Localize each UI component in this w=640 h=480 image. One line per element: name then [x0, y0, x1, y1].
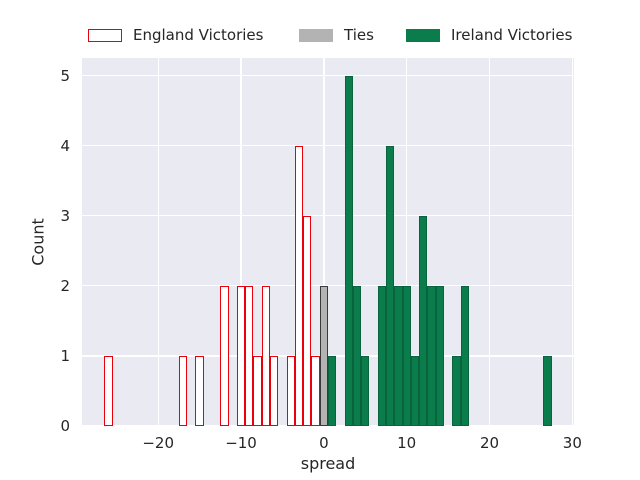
y-tick-label: 5: [60, 66, 70, 85]
x-tick-label: −10: [225, 434, 257, 452]
histogram-bar-england: [178, 355, 188, 426]
y-axis-label: Count: [28, 218, 48, 266]
legend-label-ties: Ties: [344, 26, 374, 44]
gridline-vertical: [571, 58, 573, 426]
histogram-bar-ireland: [394, 285, 403, 426]
histogram-bar-england: [311, 355, 320, 426]
histogram-bar-england: [104, 355, 113, 426]
histogram-bar-ireland: [361, 355, 370, 426]
gridline-horizontal: [82, 74, 574, 77]
histogram-bar-ireland: [377, 285, 386, 426]
histogram-bar-england: [303, 215, 312, 426]
ties-swatch: [299, 29, 333, 42]
gridline-vertical: [406, 58, 408, 426]
histogram-bar-england: [245, 285, 254, 426]
plot-area: [82, 58, 574, 426]
histogram-bar-ireland: [402, 285, 411, 426]
x-tick-label: 20: [479, 434, 500, 452]
histogram-bar-england: [253, 355, 262, 426]
gridline-vertical: [240, 58, 242, 426]
y-tick-label: 2: [60, 276, 70, 295]
histogram-bar-ireland: [427, 285, 436, 426]
y-tick-label: 4: [60, 136, 70, 155]
x-tick-label: 30: [562, 434, 582, 452]
y-tick-label: 0: [60, 417, 70, 435]
legend-entry-ireland: Ireland Victories: [406, 26, 572, 45]
histogram-bar-england: [195, 355, 204, 426]
histogram-bar-ireland: [543, 355, 552, 426]
gridline-horizontal: [82, 144, 574, 147]
legend-label-ireland: Ireland Victories: [451, 26, 573, 44]
gridline-vertical: [323, 58, 325, 426]
y-tick-label: 3: [60, 206, 70, 225]
x-tick-label: 0: [319, 434, 329, 452]
histogram-bar-england: [236, 285, 246, 426]
histogram-bar-england: [270, 355, 279, 426]
england-swatch: [88, 29, 122, 42]
histogram-bar-england: [294, 145, 304, 426]
histogram-bar-ties: [319, 285, 328, 426]
histogram-bar-ireland: [344, 75, 353, 426]
x-axis-label: spread: [300, 454, 356, 473]
gridline-vertical: [488, 58, 491, 426]
histogram-bar-ireland: [352, 285, 362, 426]
x-tick-label: −20: [142, 434, 175, 452]
histogram-bar-england: [220, 285, 229, 426]
legend-entry-ties: Ties: [299, 26, 374, 45]
histogram-bar-ireland: [385, 145, 395, 426]
gridline-horizontal: [82, 215, 574, 217]
y-tick-label: 1: [60, 346, 70, 365]
histogram-bar-ireland: [410, 355, 420, 426]
gridline-horizontal: [82, 285, 574, 287]
histogram-bar-ireland: [419, 215, 428, 426]
histogram-bar-england: [261, 285, 271, 426]
legend-entry-england: England Victories: [88, 26, 263, 45]
legend-label-england: England Victories: [133, 26, 264, 44]
histogram-bar-ireland: [460, 285, 469, 426]
histogram-bar-ireland: [452, 355, 461, 426]
x-tick-label: 10: [397, 434, 417, 452]
histogram-bar-ireland: [435, 285, 444, 426]
ireland-swatch: [406, 29, 440, 42]
histogram-bar-england: [286, 355, 295, 426]
histogram-bar-ireland: [328, 355, 337, 426]
gridline-vertical: [157, 58, 159, 426]
